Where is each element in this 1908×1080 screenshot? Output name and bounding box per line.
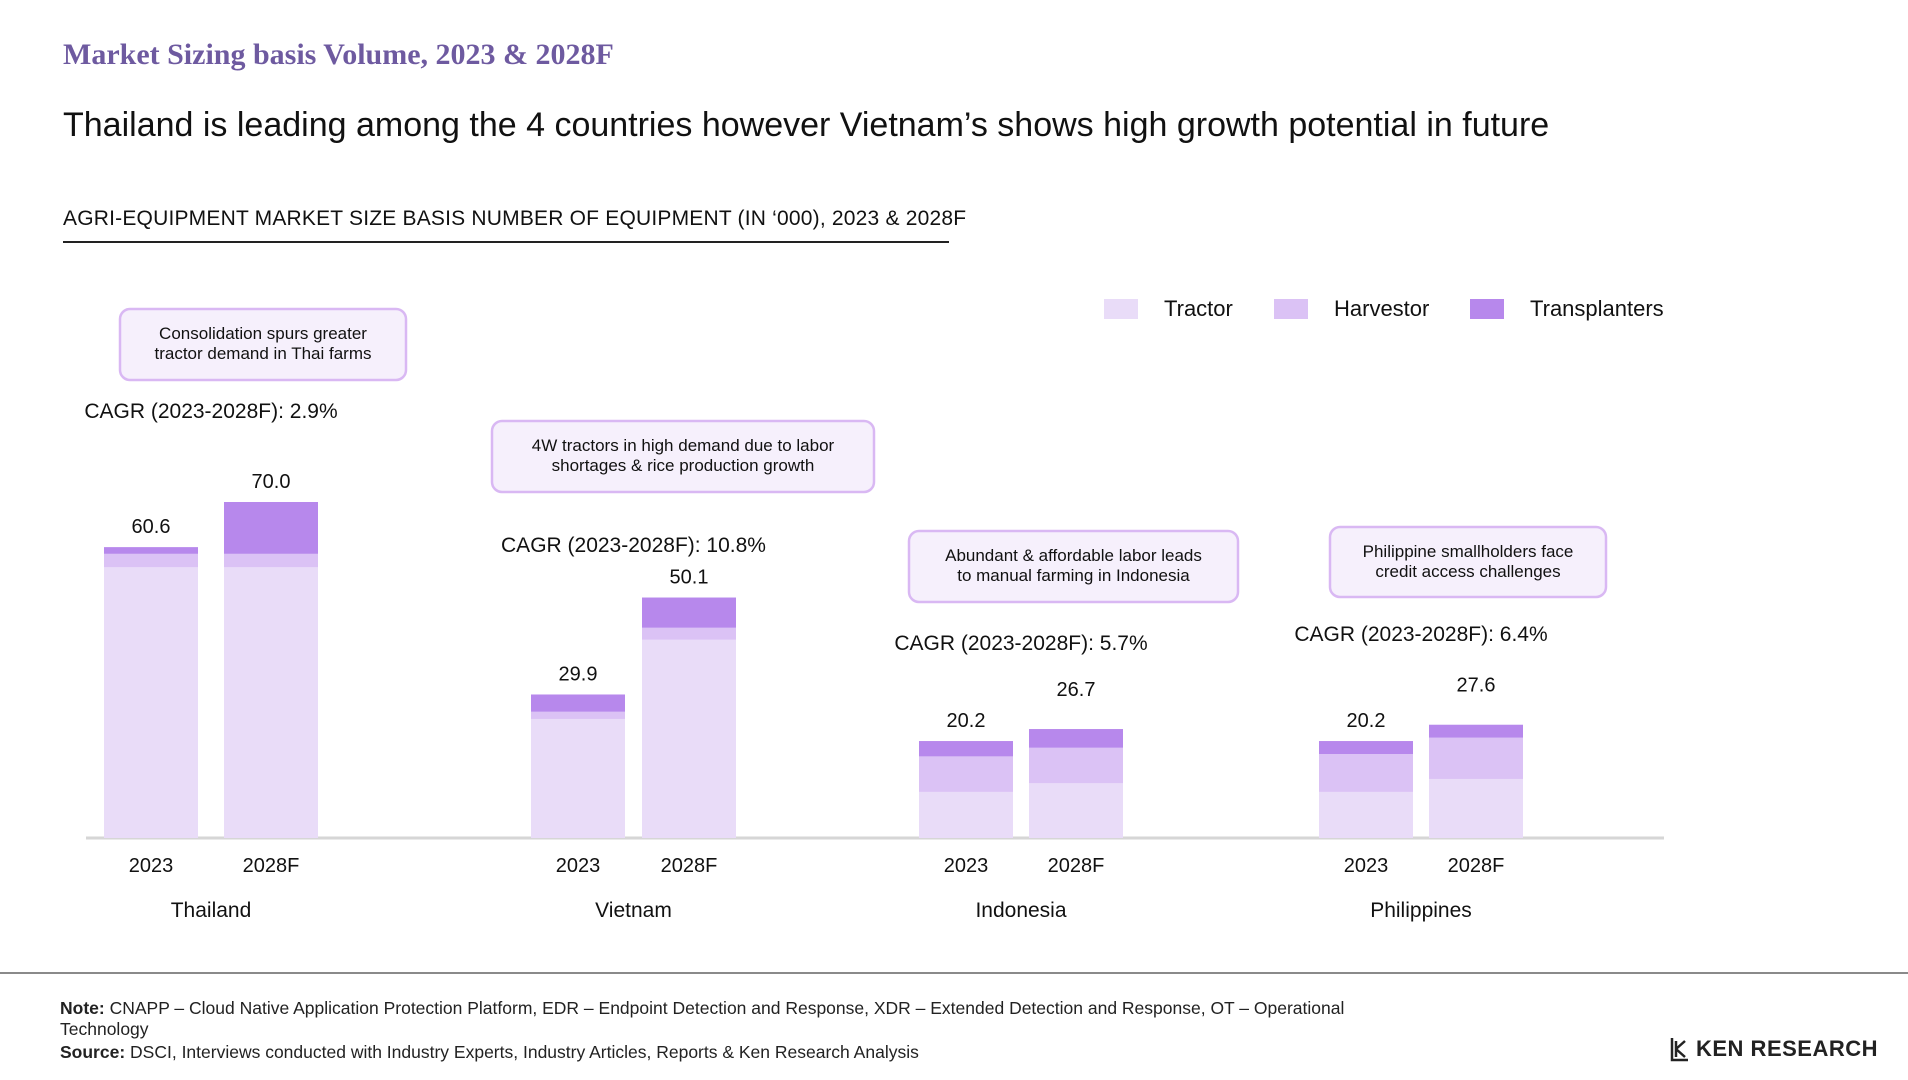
- legend-label-tractor: Tractor: [1164, 296, 1233, 321]
- bar-segment-philippines-2028f-tractor: [1429, 778, 1523, 838]
- bar-segment-vietnam-2028f-tractor: [642, 639, 736, 838]
- cagr-label-indonesia: CAGR (2023-2028F): 5.7%: [894, 632, 1147, 655]
- ken-research-logo-icon: [1670, 1038, 1688, 1062]
- cagr-label-vietnam: CAGR (2023-2028F): 10.8%: [501, 534, 766, 557]
- cagr-label-philippines: CAGR (2023-2028F): 6.4%: [1294, 623, 1547, 646]
- chart-heading: AGRI-EQUIPMENT MARKET SIZE BASIS NUMBER …: [63, 207, 967, 230]
- x-tick-label-philippines-2023: 2023: [1344, 855, 1389, 877]
- legend-swatch-tractor: [1104, 299, 1138, 319]
- bar-segment-indonesia-2023-transplanters: [919, 741, 1013, 757]
- heading-divider: [63, 241, 949, 243]
- value-label-philippines-2028f: 27.6: [1457, 675, 1496, 697]
- annotation-text-philippines: credit access challenges: [1375, 562, 1560, 581]
- footer-source: Source: DSCI, Interviews conducted with …: [60, 1042, 919, 1063]
- legend-swatch-transplanters: [1470, 299, 1504, 319]
- source-text: DSCI, Interviews conducted with Industry…: [130, 1042, 919, 1062]
- value-label-philippines-2023: 20.2: [1347, 710, 1386, 732]
- bar-segment-philippines-2028f-transplanters: [1429, 724, 1523, 738]
- bar-segment-vietnam-2028f-transplanters: [642, 597, 736, 628]
- brand: KEN RESEARCH: [1670, 1036, 1878, 1062]
- stacked-bar-chart: Tractor Harvestor Transplanters Consolidati…: [84, 296, 1664, 922]
- annotation-box-indonesia: [907, 529, 1240, 604]
- source-label: Source:: [60, 1042, 126, 1062]
- annotation-text-philippines: Philippine smallholders face: [1363, 542, 1574, 561]
- x-tick-label-philippines-2028f: 2028F: [1448, 855, 1505, 877]
- annotation-text-indonesia: Abundant & affordable labor leads: [945, 546, 1202, 565]
- annotation-text-vietnam: shortages & rice production growth: [552, 456, 815, 475]
- value-label-vietnam-2023: 29.9: [559, 663, 598, 685]
- value-label-indonesia-2023: 20.2: [947, 710, 986, 732]
- x-tick-label-vietnam-2023: 2023: [556, 855, 601, 877]
- bar-segment-indonesia-2028f-transplanters: [1029, 729, 1123, 748]
- bar-segment-thailand-2023-transplanters: [104, 547, 198, 554]
- country-label-thailand: Thailand: [171, 899, 252, 922]
- footer-note: Note: CNAPP – Cloud Native Application P…: [60, 998, 1400, 1040]
- annotation-text-thailand: tractor demand in Thai farms: [155, 344, 372, 363]
- brand-name: KEN RESEARCH: [1696, 1036, 1879, 1061]
- x-tick-label-thailand-2028f: 2028F: [243, 855, 300, 877]
- cagr-label-thailand: CAGR (2023-2028F): 2.9%: [84, 400, 337, 423]
- page-headline: Thailand is leading among the 4 countrie…: [63, 106, 1550, 144]
- note-text: CNAPP – Cloud Native Application Protect…: [60, 998, 1345, 1039]
- annotation-text-thailand: Consolidation spurs greater: [159, 324, 367, 343]
- value-label-vietnam-2028f: 50.1: [670, 567, 709, 589]
- bar-segment-thailand-2023-tractor: [104, 567, 198, 838]
- country-label-philippines: Philippines: [1370, 899, 1472, 922]
- bar-segment-vietnam-2023-harvestor: [531, 711, 625, 719]
- value-label-thailand-2023: 60.6: [132, 516, 171, 538]
- bar-segment-vietnam-2023-transplanters: [531, 694, 625, 712]
- country-label-indonesia: Indonesia: [975, 899, 1066, 922]
- footer-divider: [0, 972, 1908, 974]
- x-tick-label-indonesia-2023: 2023: [944, 855, 989, 877]
- bar-segment-philippines-2028f-harvestor: [1429, 737, 1523, 779]
- country-label-vietnam: Vietnam: [595, 899, 672, 922]
- value-label-thailand-2028f: 70.0: [252, 471, 291, 493]
- value-label-indonesia-2028f: 26.7: [1057, 679, 1096, 701]
- bar-segment-thailand-2023-harvestor: [104, 553, 198, 568]
- legend-swatch-harvestor: [1274, 299, 1308, 319]
- annotation-box-vietnam: [490, 419, 876, 494]
- annotation-text-indonesia: to manual farming in Indonesia: [957, 566, 1190, 585]
- annotation-box-philippines: [1328, 525, 1608, 599]
- bar-segment-thailand-2028f-harvestor: [224, 553, 318, 568]
- bar-segment-thailand-2028f-transplanters: [224, 502, 318, 554]
- x-tick-label-indonesia-2028f: 2028F: [1048, 855, 1105, 877]
- legend-label-transplanters: Transplanters: [1530, 296, 1664, 321]
- bar-segment-indonesia-2023-harvestor: [919, 756, 1013, 792]
- bar-segment-indonesia-2023-tractor: [919, 791, 1013, 838]
- x-tick-label-thailand-2023: 2023: [129, 855, 174, 877]
- bar-segment-philippines-2023-transplanters: [1319, 741, 1413, 754]
- bar-segment-indonesia-2028f-tractor: [1029, 783, 1123, 838]
- bar-segment-vietnam-2023-tractor: [531, 718, 625, 838]
- bar-segment-vietnam-2028f-harvestor: [642, 627, 736, 640]
- legend-label-harvestor: Harvestor: [1334, 296, 1429, 321]
- bar-segment-philippines-2023-tractor: [1319, 791, 1413, 838]
- bar-segment-philippines-2023-harvestor: [1319, 754, 1413, 792]
- bar-segment-indonesia-2028f-harvestor: [1029, 747, 1123, 784]
- x-tick-label-vietnam-2028f: 2028F: [661, 855, 718, 877]
- annotation-text-vietnam: 4W tractors in high demand due to labor: [532, 436, 835, 455]
- annotation-box-thailand: [118, 307, 408, 382]
- page-subtitle: Market Sizing basis Volume, 2023 & 2028F: [63, 38, 614, 71]
- bar-segment-thailand-2028f-tractor: [224, 567, 318, 838]
- note-label: Note:: [60, 998, 105, 1018]
